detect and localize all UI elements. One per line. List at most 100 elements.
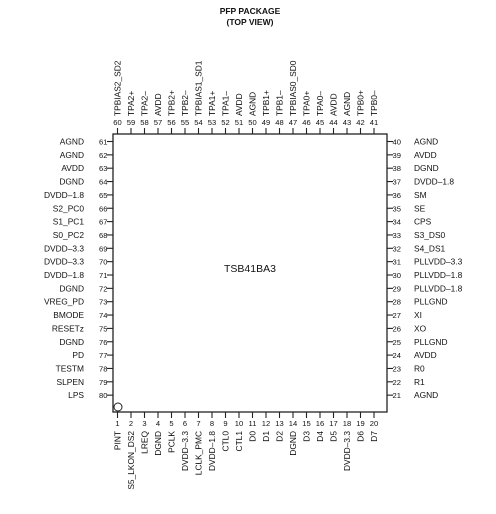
pin-name: S5_LKON_DS2 (126, 431, 136, 490)
pin-6: 6 DVDD–3.3 (180, 412, 190, 471)
pin-9: 9 CTL0 (221, 412, 231, 451)
pin-78: 78 TESTM (56, 363, 113, 373)
pin-28: 28 PLLGND (387, 297, 448, 307)
pin-14: 14 DGND (288, 412, 298, 456)
pin-52: 52 TPA1– (221, 91, 231, 134)
pin-number: 77 (99, 351, 107, 360)
pin-number: 31 (393, 258, 401, 267)
pin-name: R0 (414, 363, 425, 373)
pin-name: AVDD (414, 350, 437, 360)
pin-77: 77 PD (72, 350, 113, 360)
pin-name: AGND (248, 92, 258, 116)
pin-number: 53 (208, 118, 216, 127)
pin-name: D6 (356, 431, 366, 442)
pin-number: 62 (99, 151, 107, 160)
pin-number: 16 (316, 419, 324, 428)
pin-name: TPA0– (315, 91, 325, 116)
pin-number: 60 (113, 118, 121, 127)
pin-name: PLLGND (414, 297, 448, 307)
pin-number: 39 (393, 151, 401, 160)
pin-name: LREQ (140, 431, 150, 454)
pin-7: 7 LCLK_PMC (194, 412, 204, 475)
pin-66: 66 S2_PC0 (53, 203, 113, 213)
pin-58: 58 TPA2– (140, 91, 150, 134)
pin-number: 68 (99, 231, 107, 240)
pin-50: 50 AGND (248, 92, 258, 134)
pin-number: 61 (99, 138, 107, 147)
pin-name: XI (414, 310, 422, 320)
pin1-indicator (113, 402, 123, 412)
pin-number: 76 (99, 338, 107, 347)
pin-46: 46 TPA0+ (302, 91, 312, 134)
pin-number: 8 (210, 419, 214, 428)
pin-name: TPBIAS1_SD1 (194, 60, 204, 116)
pin-number: 73 (99, 298, 107, 307)
pin-39: 39 AVDD (387, 150, 437, 160)
pin-name: TPB1– (275, 90, 285, 116)
pin-57: 57 AVDD (153, 93, 163, 134)
pin-number: 19 (356, 419, 364, 428)
pin-number: 2 (129, 419, 133, 428)
pin-number: 38 (393, 164, 401, 173)
pin-number: 30 (393, 271, 401, 280)
pin-48: 48 TPB1– (275, 90, 285, 134)
pin-5: 5 PCLK (167, 412, 177, 453)
pin-name: AVDD (329, 93, 339, 116)
pin-name: PINT (113, 431, 123, 450)
pin-60: 60 TPBIAS2_SD2 (113, 60, 123, 134)
pin-name: AGND (60, 137, 84, 147)
pin-name: SLPEN (57, 377, 84, 387)
pin-number: 21 (393, 391, 401, 400)
pin-74: 74 BMODE (53, 310, 113, 320)
pin-number: 59 (127, 118, 135, 127)
pin-number: 40 (393, 138, 401, 147)
pin-10: 10 CTL1 (234, 412, 244, 451)
pin-name: PLLVDD–3.3 (414, 257, 463, 267)
pin-number: 69 (99, 244, 107, 253)
pin-number: 41 (370, 118, 378, 127)
pin-name: D2 (275, 431, 285, 442)
pin-number: 34 (393, 218, 401, 227)
pin-name: DVDD–3.3 (44, 243, 84, 253)
pin-number: 25 (393, 338, 401, 347)
pin-number: 58 (140, 118, 148, 127)
pin-name: D7 (369, 431, 379, 442)
pin-name: AGND (414, 137, 438, 147)
pin-name: TPBIAS0_SD0 (288, 60, 298, 116)
pin-name: VREG_PD (44, 297, 84, 307)
pin-42: 42 TPB0+ (356, 90, 366, 134)
pin-number: 75 (99, 324, 107, 333)
pin-name: TESTM (56, 363, 84, 373)
package-subtitle: (TOP VIEW) (227, 17, 274, 27)
pin-name: D3 (302, 431, 312, 442)
pin-67: 67 S1_PC1 (53, 217, 113, 227)
pin-number: 32 (393, 244, 401, 253)
pin-name: TPB0– (369, 90, 379, 116)
pin-number: 47 (289, 118, 297, 127)
pin-63: 63 AVDD (61, 163, 113, 173)
pin-number: 22 (393, 378, 401, 387)
pin-name: D0 (248, 431, 258, 442)
pin-name: TPA1+ (207, 91, 217, 116)
pin-number: 33 (393, 231, 401, 240)
pin-1: 1 PINT (113, 412, 123, 450)
pin-name: TPA1– (221, 91, 231, 116)
pin-name: CTL0 (221, 431, 231, 452)
pin-number: 6 (183, 419, 187, 428)
pin-number: 9 (223, 419, 227, 428)
pin-name: SM (414, 190, 427, 200)
pin-number: 27 (393, 311, 401, 320)
pin-number: 12 (262, 419, 270, 428)
pin-69: 69 DVDD–3.3 (44, 243, 113, 253)
pin-45: 45 TPA0– (315, 91, 325, 134)
pin-number: 52 (221, 118, 229, 127)
pin-name: CTL1 (234, 431, 244, 452)
pin-3: 3 LREQ (140, 412, 150, 454)
pin-38: 38 DGND (387, 163, 439, 173)
pins-top: 60 TPBIAS2_SD2 59 TPA2+ 58 TPA2– 57 AVDD 56 TPB2+… (113, 60, 379, 134)
pins-left: 61 AGND 62 AGND 63 AVDD 64 DGND 65 DVDD–1.8 66 S2_P… (44, 137, 113, 400)
pin-73: 73 VREG_PD (44, 297, 113, 307)
pin-8: 8 DVDD–1.8 (207, 412, 217, 471)
pin-number: 48 (275, 118, 283, 127)
